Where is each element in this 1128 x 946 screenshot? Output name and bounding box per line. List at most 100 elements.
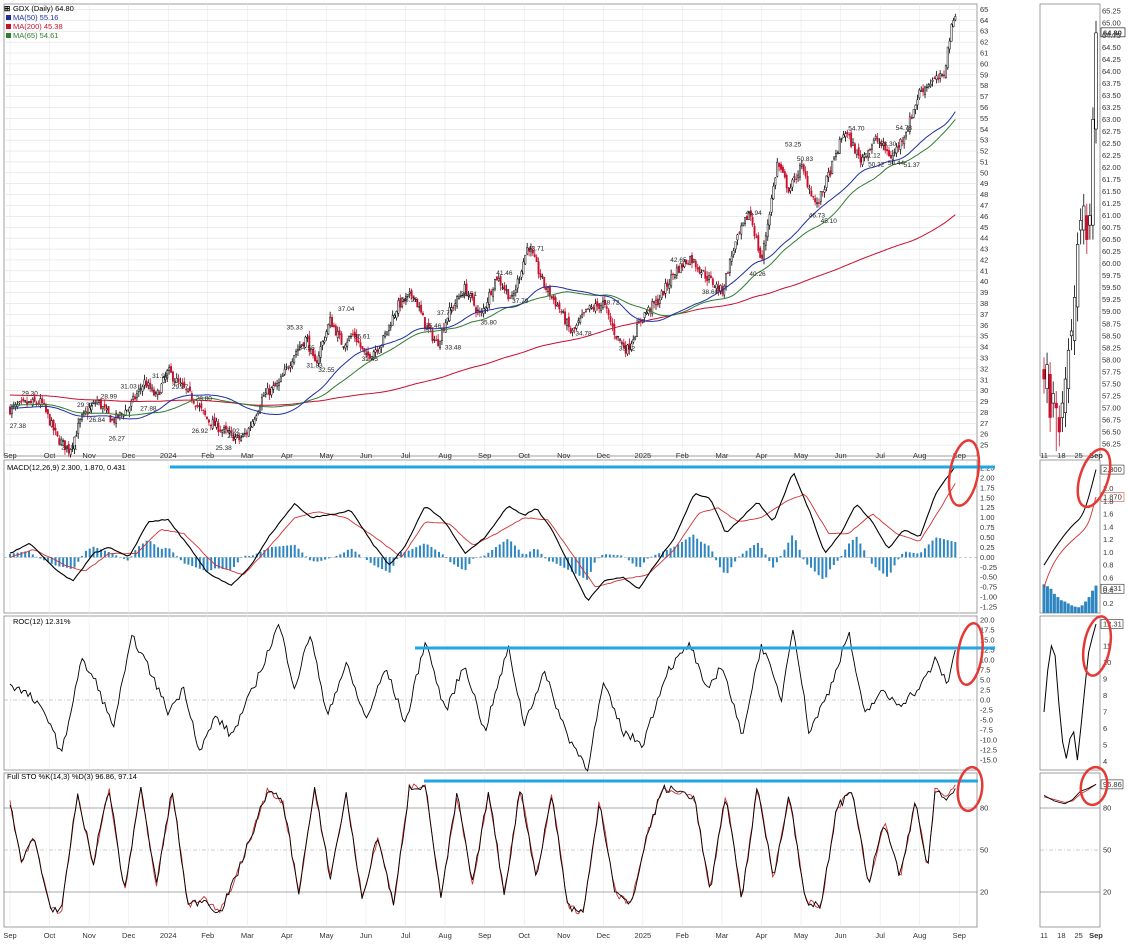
roc-y-tick: -5.0 xyxy=(980,716,993,725)
macd-histogram-bar xyxy=(681,542,683,557)
macd-histogram-bar xyxy=(130,556,132,557)
price-swing-label: 46.94 xyxy=(745,210,762,217)
macd-histogram-bar xyxy=(427,545,429,558)
price-y-tick: 55 xyxy=(980,114,988,123)
price-candle-body xyxy=(938,78,939,79)
price-candle-body xyxy=(538,262,539,274)
price-candle-body xyxy=(348,336,349,340)
price-candle-body xyxy=(263,396,264,397)
price-y-tick: 40 xyxy=(980,277,988,286)
zoom-roc-y-tick: 8 xyxy=(1103,691,1107,700)
macd-histogram-bar xyxy=(711,551,713,557)
macd-histogram-bar xyxy=(320,557,322,560)
price-candle-body xyxy=(106,409,107,410)
price-candle-body xyxy=(854,144,855,154)
price-candle-body xyxy=(329,317,330,325)
macd-histogram-bar xyxy=(791,535,793,557)
price-candle-body xyxy=(616,336,617,338)
bottom-x-tick: Feb xyxy=(676,931,689,940)
price-candle-body xyxy=(676,268,677,275)
price-candle-body xyxy=(123,415,124,416)
price-candle-body xyxy=(551,297,552,298)
macd-histogram-bar xyxy=(871,557,873,563)
price-candle-body xyxy=(129,408,130,412)
bottom-x-tick: Mar xyxy=(241,931,254,940)
macd-histogram-bar xyxy=(924,548,926,557)
macd-histogram-bar xyxy=(465,557,467,570)
price-candle-body xyxy=(875,136,876,138)
price-candle-body xyxy=(53,420,54,430)
ma65-legend: MA(65) 54.61 xyxy=(13,31,58,40)
macd-histogram-bar xyxy=(734,557,736,561)
zoom-histogram-bar xyxy=(1056,597,1059,613)
zoom-price-y-tick: 64.00 xyxy=(1102,67,1121,76)
macd-histogram-bar xyxy=(658,553,660,557)
price-candle-body xyxy=(773,186,774,199)
price-candle-body xyxy=(831,161,832,173)
price-swing-label: 45.10 xyxy=(821,218,838,225)
macd-histogram-bar xyxy=(954,542,956,557)
macd-histogram-bar xyxy=(36,557,38,558)
macd-histogram-bar xyxy=(719,557,721,567)
price-y-tick: 26 xyxy=(980,430,988,439)
price-candle-body xyxy=(752,217,753,224)
price-y-tick: 58 xyxy=(980,81,988,90)
macd-histogram-bar xyxy=(184,557,186,563)
price-x-tick: Dec xyxy=(122,451,136,460)
price-candle-body xyxy=(322,341,323,345)
price-candle-body xyxy=(434,339,435,340)
price-candle-body xyxy=(833,157,834,159)
price-candle-body xyxy=(456,296,457,306)
price-x-tick: 2025 xyxy=(635,451,652,460)
macd-histogram-bar xyxy=(233,557,235,567)
macd-histogram-bar xyxy=(806,557,808,564)
macd-histogram-bar xyxy=(795,540,797,557)
price-candle-body xyxy=(788,188,789,193)
price-candle-body xyxy=(621,342,622,343)
price-candle-body xyxy=(813,196,814,197)
macd-histogram-bar xyxy=(632,557,634,563)
price-candle-body xyxy=(523,262,524,274)
zoom-roc-y-tick: 5 xyxy=(1103,741,1107,750)
price-candle-body xyxy=(771,198,772,212)
macd-histogram-bar xyxy=(347,550,349,558)
macd-histogram-bar xyxy=(415,547,417,557)
price-candle-body xyxy=(168,368,169,371)
ma65-swatch xyxy=(6,33,11,38)
macd-histogram-bar xyxy=(180,557,182,560)
price-candle-body xyxy=(678,266,679,272)
macd-histogram-bar xyxy=(605,554,607,557)
macd-histogram-bar xyxy=(468,557,470,564)
price-candle-body xyxy=(248,428,249,436)
macd-histogram-bar xyxy=(480,557,482,558)
price-candle-body xyxy=(494,279,495,289)
price-swing-label: 35.80 xyxy=(480,319,497,326)
price-candle-body xyxy=(21,401,22,402)
price-candle-body xyxy=(913,110,914,118)
macd-histogram-bar xyxy=(654,555,656,558)
price-y-tick: 28 xyxy=(980,408,988,417)
macd-y-tick: 0.50 xyxy=(980,533,995,542)
price-candle-body xyxy=(665,283,666,293)
price-candle-body xyxy=(557,305,558,306)
price-candle-body xyxy=(712,279,713,285)
price-x-tick: Apr xyxy=(756,451,768,460)
price-candle-body xyxy=(256,416,257,419)
price-candle-body xyxy=(345,345,346,348)
zoom-candle-body xyxy=(1052,393,1055,403)
price-candle-body xyxy=(871,145,872,149)
price-candle-body xyxy=(115,414,116,424)
price-candle-body xyxy=(347,342,348,346)
macd-histogram-bar xyxy=(639,557,641,567)
price-candle-body xyxy=(358,341,359,342)
macd-histogram-bar xyxy=(328,557,330,558)
price-candle-body xyxy=(365,354,366,355)
price-x-tick: Jul xyxy=(401,451,411,460)
zoom-candle-body xyxy=(1076,244,1079,307)
zoom-price-y-tick: 64.50 xyxy=(1102,43,1121,52)
price-candle-body xyxy=(761,255,762,259)
price-candle-body xyxy=(947,47,948,68)
price-candle-body xyxy=(81,414,82,420)
macd-histogram-bar xyxy=(301,553,303,558)
price-candle-body xyxy=(390,326,391,327)
